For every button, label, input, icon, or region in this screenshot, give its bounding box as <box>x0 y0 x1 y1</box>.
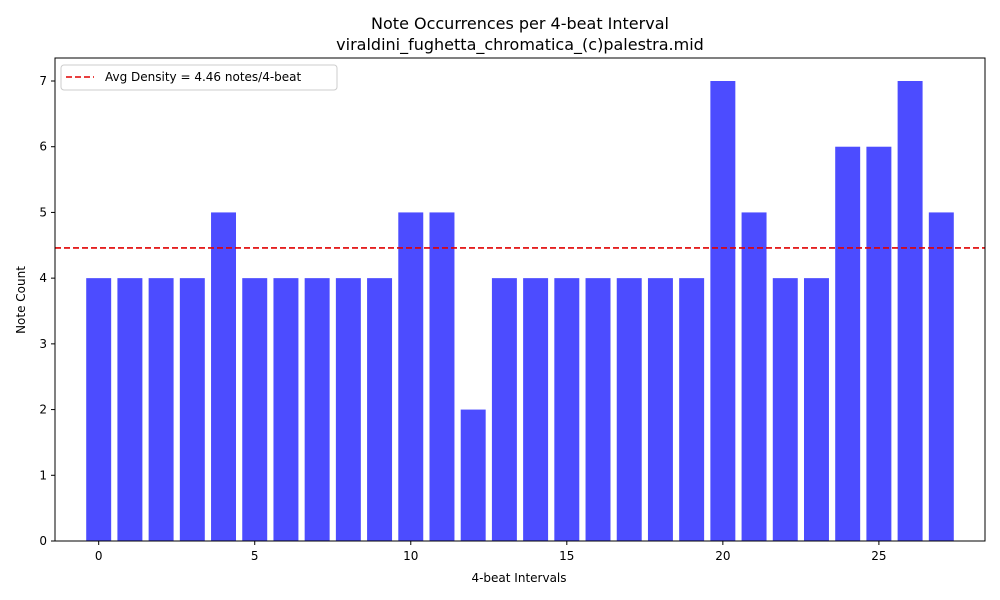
bar-18 <box>647 278 673 541</box>
bar-9 <box>367 278 393 541</box>
bar-0 <box>86 278 112 541</box>
bar-1 <box>117 278 143 541</box>
bar-7 <box>304 278 330 541</box>
x-tick-label-25: 25 <box>871 549 886 563</box>
y-axis-ticks: 0 1 2 3 4 5 6 7 <box>39 74 55 548</box>
bar-17 <box>616 278 642 541</box>
x-tick-label-5: 5 <box>251 549 259 563</box>
y-tick-label-2: 2 <box>39 403 47 417</box>
bar-24 <box>835 146 861 541</box>
x-tick-label-20: 20 <box>715 549 730 563</box>
y-tick-label-5: 5 <box>39 205 47 219</box>
bar-13 <box>491 278 517 541</box>
bar-10 <box>398 212 424 541</box>
plot-frame <box>54 57 986 542</box>
bar-14 <box>523 278 549 541</box>
bar-26 <box>897 81 923 541</box>
bar-23 <box>803 278 829 541</box>
y-tick-label-4: 4 <box>39 271 47 285</box>
y-tick-label-1: 1 <box>39 468 47 482</box>
bar-20 <box>710 81 736 541</box>
bar-6 <box>273 278 299 541</box>
bar-25 <box>866 146 892 541</box>
bar-16 <box>585 278 611 541</box>
x-tick-label-0: 0 <box>95 549 103 563</box>
legend-label: Avg Density = 4.46 notes/4-beat <box>105 70 302 84</box>
bar-2 <box>148 278 174 541</box>
bars-group <box>86 81 954 541</box>
bar-4 <box>211 212 237 541</box>
y-tick-label-6: 6 <box>39 140 47 154</box>
bar-19 <box>679 278 705 541</box>
x-axis-ticks: 0 5 10 15 20 25 <box>95 541 887 563</box>
bar-11 <box>429 212 455 541</box>
x-tick-label-10: 10 <box>403 549 418 563</box>
bar-5 <box>242 278 268 541</box>
y-axis-label: Note Count <box>14 266 28 334</box>
y-tick-label-0: 0 <box>39 534 47 548</box>
bar-3 <box>179 278 205 541</box>
bar-21 <box>741 212 767 541</box>
bar-12 <box>460 409 486 541</box>
y-tick-label-3: 3 <box>39 337 47 351</box>
bar-8 <box>335 278 361 541</box>
bar-22 <box>772 278 798 541</box>
bar-27 <box>928 212 954 541</box>
chart-title: Note Occurrences per 4-beat Interval <box>371 14 669 33</box>
bar-15 <box>554 278 580 541</box>
chart-subtitle: viraldini_fughetta_chromatica_(c)palestr… <box>336 35 704 55</box>
legend: Avg Density = 4.46 notes/4-beat <box>60 64 338 91</box>
y-tick-label-7: 7 <box>39 74 47 88</box>
legend-box <box>60 64 338 91</box>
x-tick-label-15: 15 <box>559 549 574 563</box>
x-axis-label: 4-beat Intervals <box>471 571 566 585</box>
